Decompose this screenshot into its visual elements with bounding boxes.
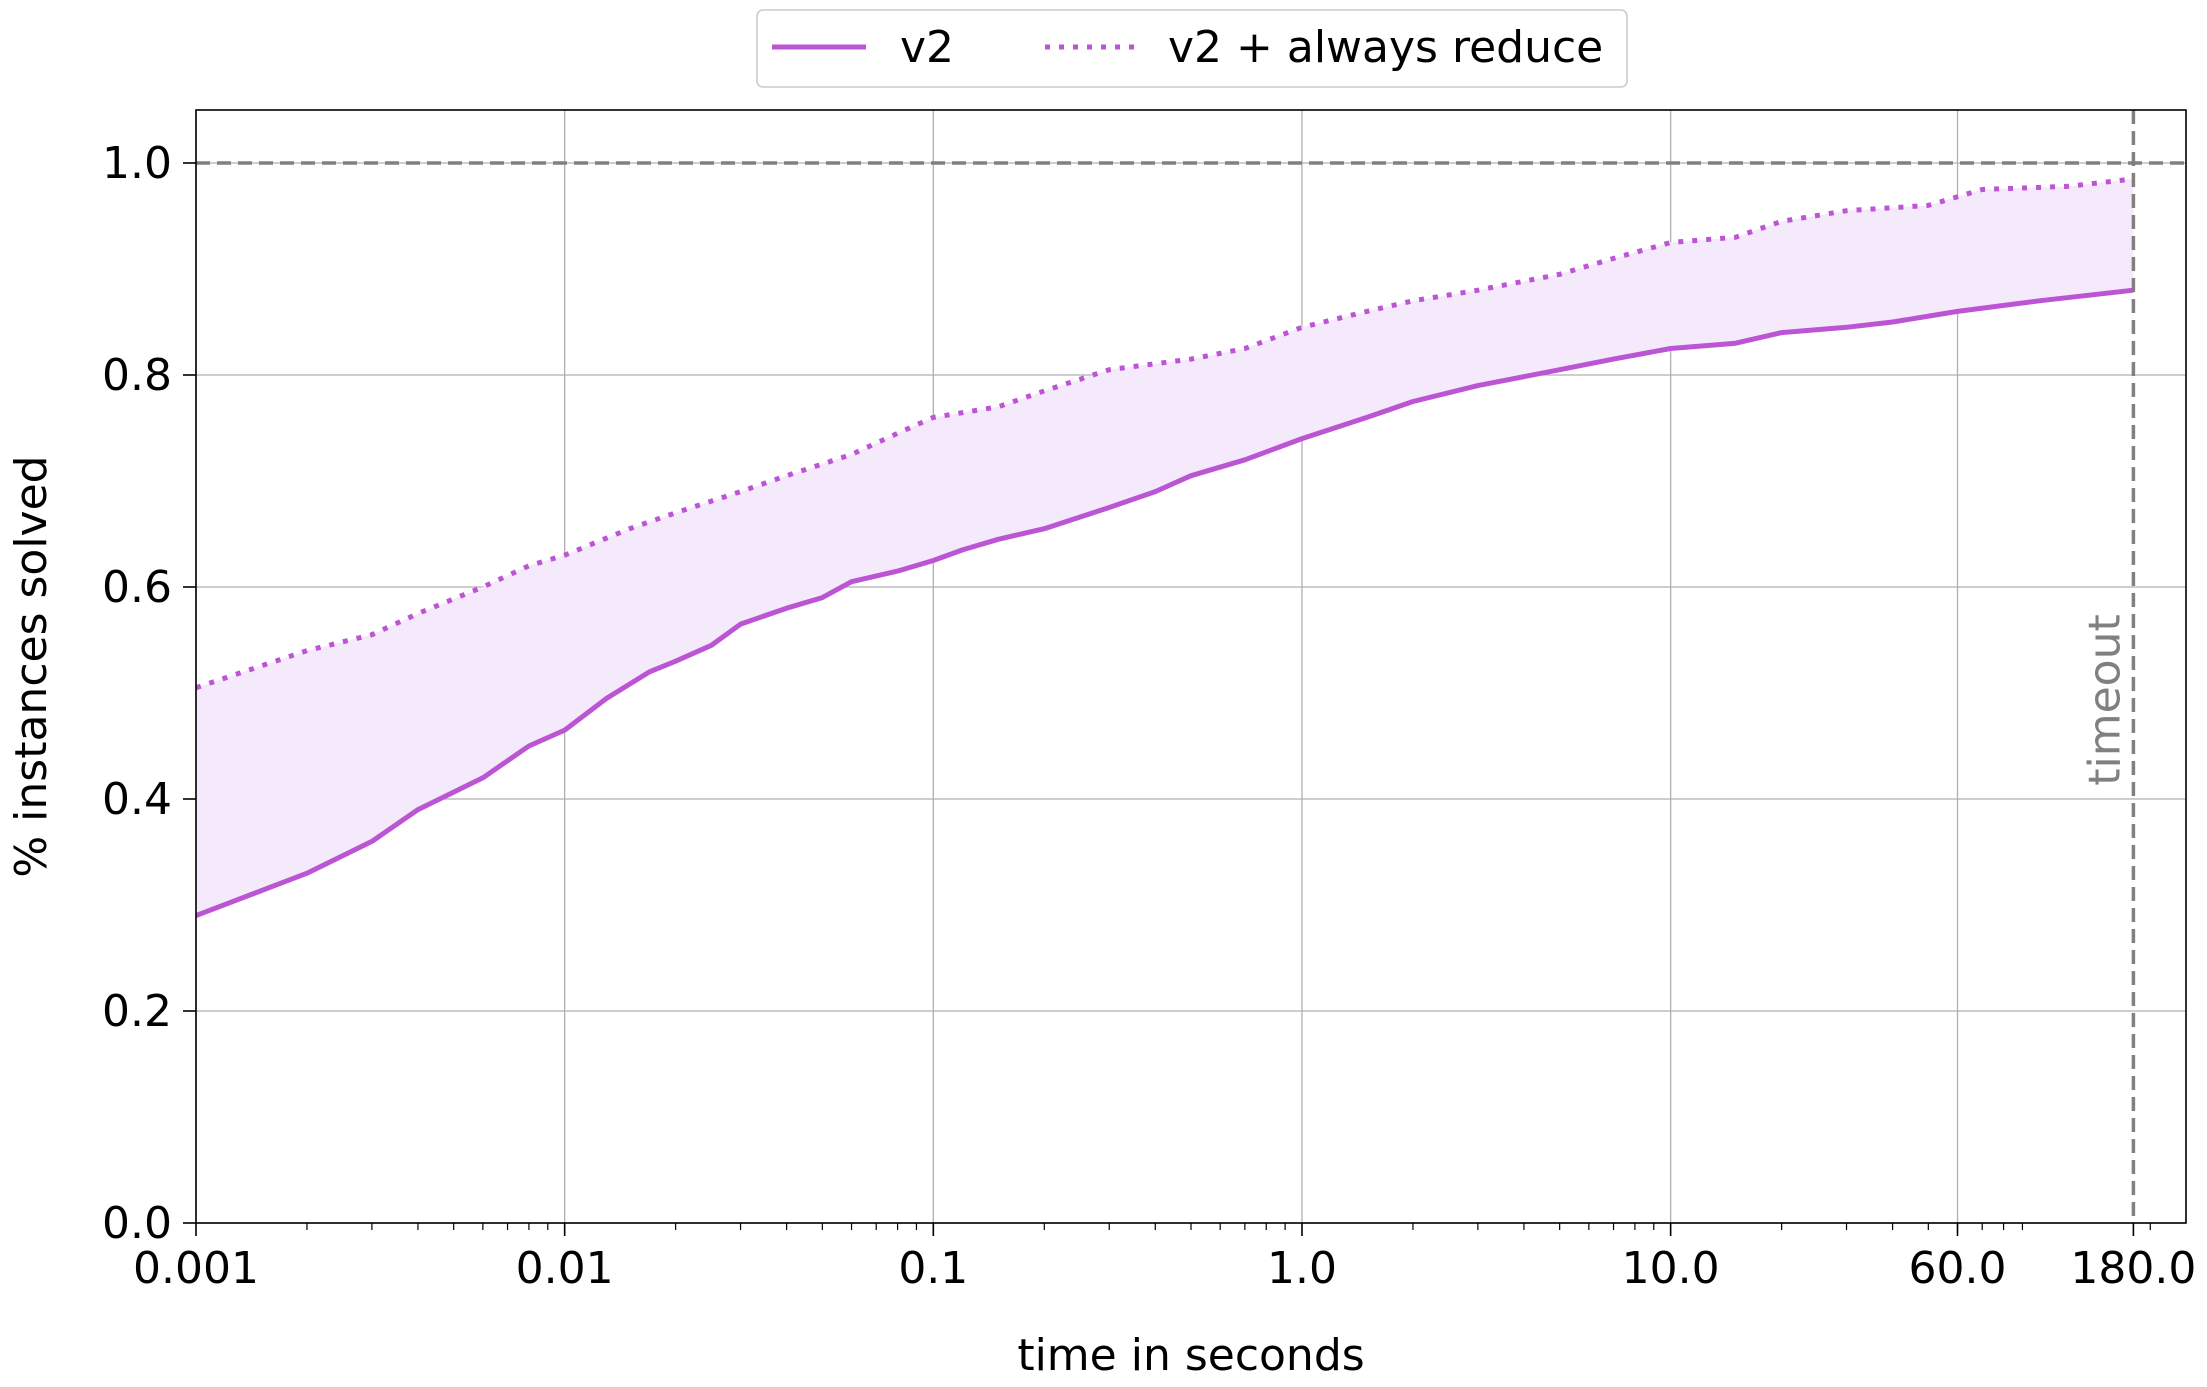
legend-label-v2: v2 [900, 22, 954, 73]
y-tick-label: 0.8 [102, 350, 172, 401]
fill-between-area [196, 178, 2134, 916]
y-tick-label: 1.0 [102, 138, 172, 189]
x-tick-label: 180.0 [2070, 1243, 2196, 1294]
legend-label-v2-always-reduce: v2 + always reduce [1168, 22, 1603, 73]
series-line-v2-always-reduce [195, 176, 2134, 691]
axis-ticks: 0.001 0.01 0.1 1.0 10.0 60.0 180.0 0.0 0.2 0.4 0.6… [102, 138, 2196, 1294]
x-tick-label: 0.001 [133, 1243, 259, 1294]
series-line-v2 [195, 287, 2134, 918]
timeout-label: timeout [2079, 614, 2130, 785]
y-tick-label: 0.6 [102, 562, 172, 613]
x-tick-label: 10.0 [1622, 1243, 1720, 1294]
y-tick-label: 0.4 [102, 774, 172, 825]
legend-box [756, 9, 1628, 88]
x-tick-label: 1.0 [1267, 1243, 1337, 1294]
fill-between-region [196, 178, 2134, 916]
y-tick-label: 0.2 [102, 986, 172, 1037]
series-lines [195, 176, 2134, 918]
y-axis-title: % instances solved [6, 455, 57, 877]
reference-lines [196, 110, 2186, 1223]
x-tick-label: 0.01 [516, 1243, 614, 1294]
plot-frame [195, 109, 2187, 1224]
x-tick-label: 60.0 [1909, 1243, 2007, 1294]
legend: v2 v2 + always reduce [756, 9, 1628, 88]
minor-ticks [306, 1223, 2151, 1230]
x-axis-title: time in seconds [1017, 1330, 1364, 1381]
y-tick-label: 0.0 [102, 1198, 172, 1249]
x-tick-label: 0.1 [898, 1243, 968, 1294]
